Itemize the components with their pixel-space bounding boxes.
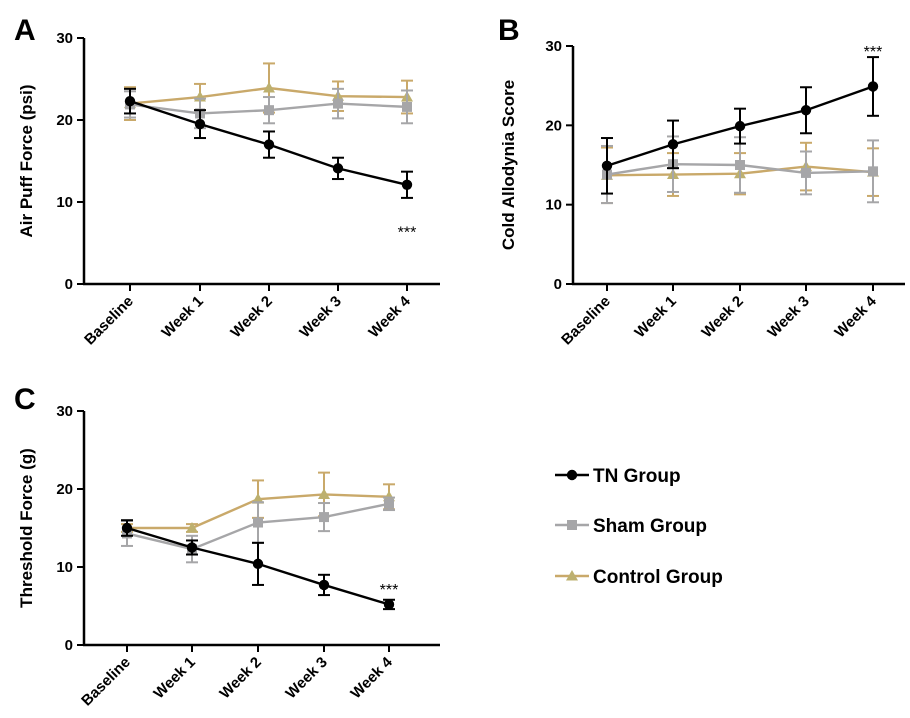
panel-b-sham-point xyxy=(868,166,878,177)
panel-c-control-point xyxy=(383,490,395,502)
panel-c-tn-point xyxy=(318,579,330,591)
panel-c-control-point xyxy=(318,488,330,499)
panel-c-x-tick-label: Week 2 xyxy=(216,654,264,702)
panel-c-tn-point xyxy=(186,542,198,553)
panel-b-sham-point xyxy=(735,160,745,170)
legend-sham-marker xyxy=(567,520,577,530)
panel-a-y-tick-label: 10 xyxy=(56,194,73,211)
panel-b-series-tn xyxy=(601,56,879,195)
panel-c-y-tick-label: 30 xyxy=(56,403,73,420)
panel-a-sham-point xyxy=(333,98,343,109)
panel-b-letter: B xyxy=(498,14,520,47)
panel-b-tn-point xyxy=(734,120,746,132)
panel-a-letter: A xyxy=(14,14,36,47)
legend-control-marker xyxy=(566,570,578,581)
panel-c-control-point xyxy=(252,493,264,504)
panel-a-significance-label: *** xyxy=(398,225,417,242)
panel-c-y-tick-label: 0 xyxy=(65,637,73,654)
panel-c-y-tick-label: 10 xyxy=(56,559,73,576)
panel-a-series-tn xyxy=(124,87,413,199)
panel-a: A 0 10 20 30 Baseline Week 1 Week 2 Week 3 Week 4… xyxy=(14,14,440,348)
panel-c-significance-label: *** xyxy=(380,582,399,599)
panel-c-y-tick-label: 20 xyxy=(56,481,73,498)
panel-b-x-tick-label: Week 4 xyxy=(831,292,880,341)
panel-c-sham-point xyxy=(319,512,329,523)
panel-b-x-tick-label: Week 2 xyxy=(698,293,746,341)
panel-a-sham-point xyxy=(264,105,274,116)
panel-b-y-axis-title: Cold Allodynia Score xyxy=(499,80,518,250)
panel-c-tn-point xyxy=(383,599,395,610)
panel-c-x-tick-label: Week 3 xyxy=(282,654,330,702)
panel-a-y-tick-label: 0 xyxy=(65,276,73,293)
panel-b-tn-point xyxy=(800,105,812,116)
panel-b-significance-label: *** xyxy=(864,44,883,61)
legend-item-sham: Sham Group xyxy=(555,516,707,537)
panel-c-letter: C xyxy=(14,383,36,416)
panel-a-tn-point xyxy=(124,95,136,107)
panel-b-y-tick-label: 0 xyxy=(554,276,562,293)
panel-a-x-tick-label: Week 1 xyxy=(158,293,206,341)
legend-tn-label: TN Group xyxy=(593,466,681,487)
panel-a-sham-point xyxy=(402,101,412,112)
legend-item-tn: TN Group xyxy=(555,466,681,487)
panel-a-y-tick-label: 20 xyxy=(56,112,73,129)
panel-a-tn-point xyxy=(194,118,206,130)
panel-b: B 0 10 20 30 Baseline Week 1 Week 2 Week 3 Week 4… xyxy=(498,14,905,348)
panel-b-tn-point xyxy=(867,81,879,92)
panel-c-tn-point xyxy=(121,522,133,534)
legend-control-label: Control Group xyxy=(593,567,723,588)
panel-a-x-tick-label: Baseline xyxy=(81,293,137,349)
panel-c-sham-point xyxy=(253,517,263,528)
panel-c: C 0 10 20 30 Baseline Week 1 Week 2 Week 3 Week 4… xyxy=(14,383,440,709)
panel-c-control-point xyxy=(186,522,198,533)
panel-a-x-tick-label: Week 3 xyxy=(296,293,344,341)
panel-c-sham-point xyxy=(384,498,394,509)
panel-b-y-tick-label: 30 xyxy=(545,38,562,55)
panel-c-x-tick-label: Week 1 xyxy=(150,654,198,702)
panel-b-x-tick-label: Week 1 xyxy=(631,293,679,341)
panel-a-x-tick-label: Week 2 xyxy=(227,293,275,341)
panel-b-sham-point xyxy=(801,167,811,178)
panel-b-y-tick-label: 20 xyxy=(545,117,562,134)
panel-a-tn-point xyxy=(401,179,413,190)
panel-c-x-tick-label: Baseline xyxy=(78,654,134,710)
legend-tn-marker xyxy=(566,469,578,481)
legend: TN Group Sham Group Control Group xyxy=(555,466,723,588)
panel-b-tn-point xyxy=(601,160,613,171)
panel-b-tn-point xyxy=(667,139,679,150)
panel-c-series-tn xyxy=(121,519,395,611)
panel-a-x-tick-label: Week 4 xyxy=(365,292,414,341)
legend-item-control: Control Group xyxy=(555,567,723,588)
panel-b-x-tick-label: Baseline xyxy=(558,293,614,349)
panel-b-x-tick-label: Week 3 xyxy=(764,293,812,341)
legend-sham-label: Sham Group xyxy=(593,516,707,537)
panel-b-y-tick-label: 10 xyxy=(545,197,562,214)
panel-a-y-axis-title: Air Puff Force (psi) xyxy=(17,84,36,237)
panel-a-control-point xyxy=(263,82,275,93)
panel-a-tn-point xyxy=(332,163,344,174)
panel-c-y-axis-title: Threshold Force (g) xyxy=(17,448,36,608)
panel-a-y-tick-label: 30 xyxy=(56,30,73,47)
panel-c-tn-point xyxy=(252,558,264,570)
panel-c-x-tick-label: Week 4 xyxy=(347,653,396,702)
panel-a-tn-point xyxy=(263,139,275,150)
